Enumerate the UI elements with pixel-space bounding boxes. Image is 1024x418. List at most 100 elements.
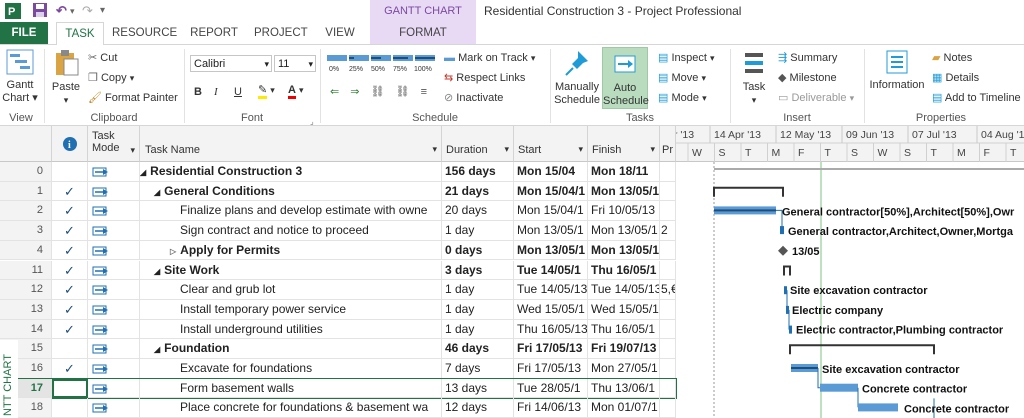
- pct-75-button[interactable]: 75%: [392, 53, 414, 73]
- predecessors-cell[interactable]: [660, 319, 676, 340]
- start-cell[interactable]: Fri 17/05/13: [514, 339, 588, 359]
- predecessors-cell[interactable]: [660, 359, 676, 379]
- start-cell[interactable]: Tue 14/05/1: [514, 260, 588, 281]
- format-painter-button[interactable]: 🖌 Format Painter: [88, 91, 178, 105]
- task-name-cell[interactable]: Form basement walls: [140, 378, 442, 399]
- underline-button[interactable]: U: [234, 86, 242, 98]
- task-mode-cell[interactable]: [88, 299, 140, 320]
- inactivate-button[interactable]: ⊘ Inactivate: [444, 91, 503, 105]
- table-row[interactable]: 2 ✓ Finalize plans and develop estimate wi…: [0, 201, 676, 222]
- indicator-cell[interactable]: ✓: [52, 201, 88, 222]
- pct-50-button[interactable]: 50%: [370, 53, 392, 73]
- auto-schedule-button[interactable]: Auto Schedule: [602, 47, 649, 109]
- font-color-button[interactable]: A ▾: [288, 83, 304, 99]
- finish-cell[interactable]: Mon 27/05/1: [588, 359, 660, 379]
- inspect-button[interactable]: ▤ Inspect ▾: [658, 52, 715, 64]
- table-row[interactable]: 3 ✓ Sign contract and notice to proceed 1 d…: [0, 221, 676, 241]
- task-mode-cell[interactable]: [88, 319, 140, 340]
- start-cell[interactable]: Tue 14/05/13: [514, 280, 588, 300]
- split-task-icon[interactable]: ≡: [420, 86, 428, 98]
- font-family-select[interactable]: Calibri ▾: [190, 55, 272, 72]
- table-row[interactable]: 17 Form basement walls 13 days Tue 28/05/1 T…: [0, 377, 677, 400]
- start-cell[interactable]: Mon 15/04: [514, 162, 588, 182]
- task-bar[interactable]: [784, 286, 787, 295]
- task-name-cell[interactable]: ◢ Residential Construction 3: [140, 162, 442, 182]
- task-mode-cell[interactable]: [88, 339, 140, 359]
- row-number[interactable]: 1: [0, 181, 52, 202]
- predecessors-cell[interactable]: [660, 339, 676, 359]
- indicator-cell[interactable]: [52, 339, 88, 359]
- collapse-icon[interactable]: ◢: [154, 187, 161, 197]
- task-mode-cell[interactable]: [88, 398, 140, 418]
- indicators-header[interactable]: i: [52, 126, 88, 162]
- table-row[interactable]: 15 ◢ Foundation 46 days Fri 17/05/13 Fri 19/0…: [0, 339, 676, 359]
- paste-dropdown-icon[interactable]: ▾: [63, 95, 69, 105]
- save-icon[interactable]: [32, 2, 48, 20]
- indicator-cell[interactable]: ✓: [52, 280, 88, 300]
- task-name-cell[interactable]: ▷ Apply for Permits: [140, 240, 442, 261]
- bold-button[interactable]: B: [194, 86, 202, 98]
- indicator-cell[interactable]: ✓: [52, 359, 88, 379]
- row-number[interactable]: 13: [0, 299, 52, 320]
- finish-cell[interactable]: Thu 13/06/1: [588, 378, 660, 399]
- duration-cell[interactable]: 12 days: [442, 398, 514, 418]
- milestone-marker[interactable]: [778, 245, 788, 256]
- predecessors-cell[interactable]: [660, 299, 676, 320]
- move-button[interactable]: ▤ Move ▾: [658, 72, 706, 84]
- duration-cell[interactable]: 3 days: [442, 260, 514, 281]
- tab-file[interactable]: FILE: [0, 22, 48, 44]
- pct-100-button[interactable]: 100%: [414, 53, 436, 73]
- task-mode-cell[interactable]: [88, 280, 140, 300]
- table-row[interactable]: 1 ✓ ◢ General Conditions 21 days Mon 15/04/1 M…: [0, 181, 676, 202]
- indicator-cell[interactable]: ✓: [52, 299, 88, 320]
- task-name-cell[interactable]: Install temporary power service: [140, 299, 442, 320]
- start-header[interactable]: Start ▾: [514, 126, 588, 162]
- row-number[interactable]: 3: [0, 221, 52, 241]
- tab-view[interactable]: VIEW: [325, 27, 355, 39]
- start-cell[interactable]: Tue 28/05/1: [514, 378, 588, 399]
- row-number[interactable]: 12: [0, 280, 52, 300]
- task-mode-header[interactable]: Task Mode ▾: [88, 126, 140, 162]
- finish-cell[interactable]: Mon 18/11: [588, 162, 660, 182]
- collapse-icon[interactable]: ◢: [154, 266, 161, 276]
- respect-links-button[interactable]: ⇆ Respect Links: [444, 71, 525, 85]
- add-to-timeline-button[interactable]: ▤ Add to Timeline: [932, 91, 1021, 105]
- task-name-cell[interactable]: Finalize plans and develop estimate with…: [140, 201, 442, 222]
- predecessors-cell[interactable]: [660, 378, 676, 399]
- view-bar[interactable]: NTT CHART: [0, 340, 18, 418]
- task-bar[interactable]: [789, 325, 792, 334]
- font-dialog-launcher-icon[interactable]: ⌟: [310, 117, 314, 126]
- start-cell[interactable]: Mon 15/04/1: [514, 181, 588, 202]
- duration-cell[interactable]: 156 days: [442, 162, 514, 182]
- finish-header[interactable]: Finish ▾: [588, 126, 660, 162]
- task-name-cell[interactable]: ◢ Site Work: [140, 260, 442, 281]
- row-number[interactable]: 4: [0, 240, 52, 261]
- duration-cell[interactable]: 1 day: [442, 319, 514, 340]
- table-row[interactable]: 0 ◢ Residential Construction 3 156 days Mon …: [0, 162, 676, 182]
- task-bar[interactable]: [780, 226, 784, 235]
- task-name-cell[interactable]: Excavate for foundations: [140, 359, 442, 379]
- finish-cell[interactable]: Thu 16/05/1: [588, 319, 660, 340]
- italic-button[interactable]: I: [214, 86, 218, 98]
- collapse-icon[interactable]: ◢: [154, 345, 161, 355]
- tab-format[interactable]: FORMAT: [370, 22, 476, 44]
- indicator-cell[interactable]: ✓: [52, 181, 88, 202]
- font-size-select[interactable]: 11 ▾: [274, 55, 316, 72]
- filter-dropdown-icon[interactable]: ▾: [432, 144, 437, 154]
- finish-cell[interactable]: Thu 16/05/1: [588, 260, 660, 281]
- filter-dropdown-icon[interactable]: ▾: [130, 145, 135, 155]
- highlight-color-button[interactable]: ✎ ▾: [258, 83, 275, 99]
- duration-cell[interactable]: 1 day: [442, 299, 514, 320]
- row-number[interactable]: 11: [0, 260, 52, 281]
- indicator-cell[interactable]: [52, 398, 88, 418]
- task-mode-cell[interactable]: [88, 260, 140, 281]
- unlink-tasks-icon[interactable]: ⛓: [395, 86, 410, 98]
- duration-cell[interactable]: 1 day: [442, 221, 514, 241]
- tab-report[interactable]: REPORT: [190, 27, 238, 39]
- row-number[interactable]: 0: [0, 162, 52, 182]
- insert-task-dropdown-icon[interactable]: ▾: [751, 95, 757, 105]
- task-bar[interactable]: [858, 403, 898, 412]
- filter-dropdown-icon[interactable]: ▾: [504, 144, 509, 154]
- duration-cell[interactable]: 21 days: [442, 181, 514, 202]
- duration-cell[interactable]: 1 day: [442, 280, 514, 300]
